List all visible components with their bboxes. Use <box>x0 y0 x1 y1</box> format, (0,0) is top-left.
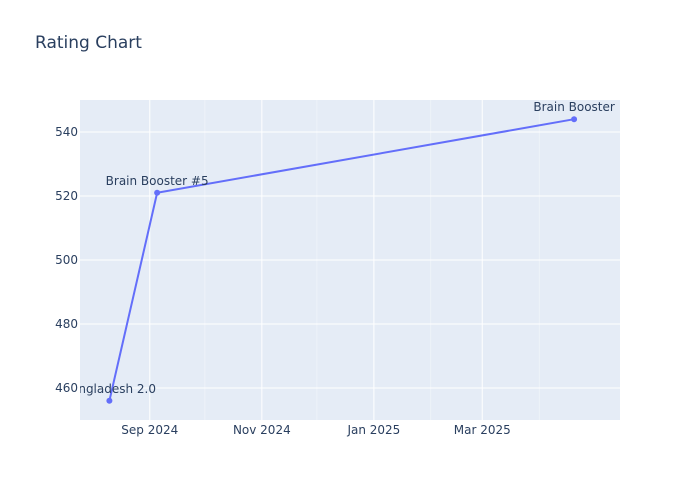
y-tick-label: 460 <box>55 381 78 395</box>
data-label: Brain Booster #5 <box>106 174 209 188</box>
y-tick-label: 500 <box>55 253 78 267</box>
data-label: Bangladesh 2.0 <box>63 382 156 396</box>
x-tick-label: Nov 2024 <box>233 423 291 437</box>
data-point <box>571 116 578 123</box>
data-label: Brain Booster <box>533 100 615 114</box>
y-tick-label: 540 <box>55 125 78 139</box>
x-tick-label: Mar 2025 <box>454 423 511 437</box>
data-labels: Bangladesh 2.0 Brain Booster #5 Brain Boos… <box>63 100 615 396</box>
y-tick-label: 520 <box>55 189 78 203</box>
chart-title: Rating Chart <box>35 33 142 53</box>
y-tick-label: 480 <box>55 317 78 331</box>
x-tick-label: Sep 2024 <box>121 423 178 437</box>
x-tick-label: Jan 2025 <box>346 423 400 437</box>
data-point <box>106 397 113 404</box>
data-point <box>154 189 161 196</box>
